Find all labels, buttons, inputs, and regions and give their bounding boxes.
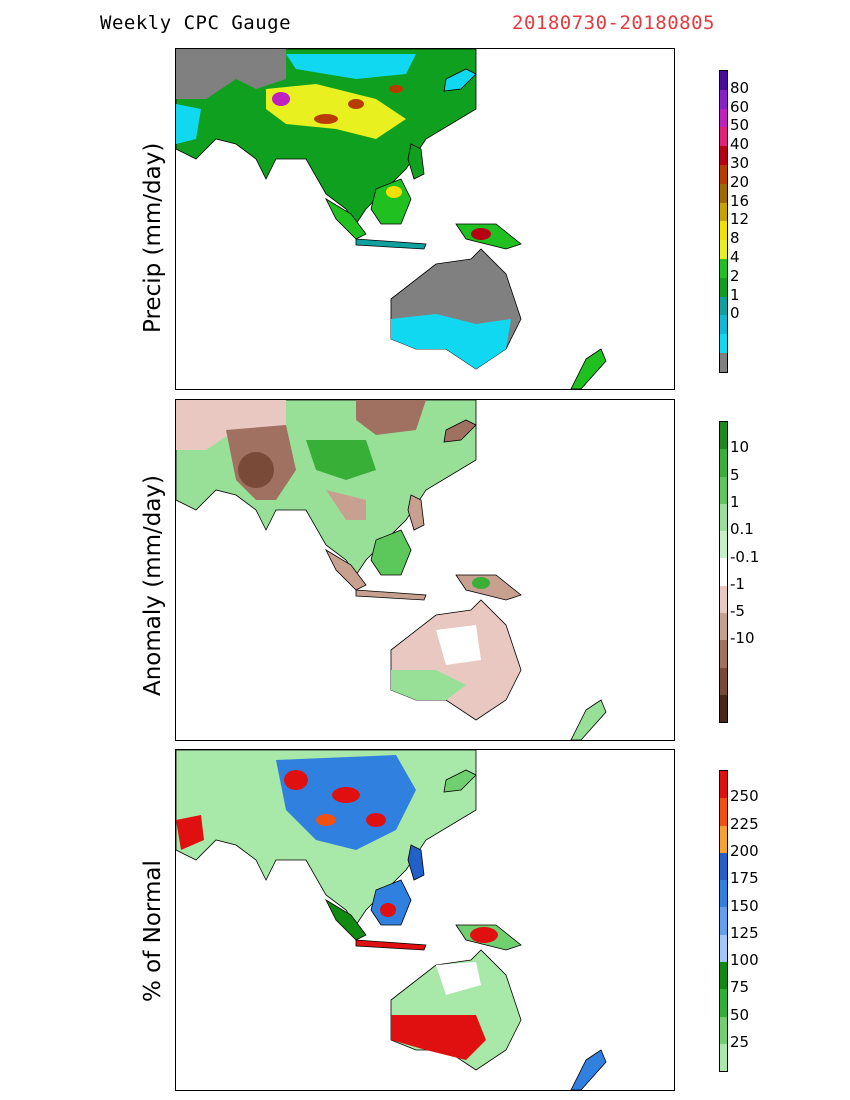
colorbar-tick-label: 8 bbox=[730, 229, 740, 248]
pct-colorbar bbox=[719, 770, 728, 1073]
colorbar-swatch bbox=[720, 71, 727, 90]
colorbar-swatch bbox=[720, 585, 727, 614]
colorbar-swatch bbox=[720, 334, 727, 353]
colorbar-swatch bbox=[720, 127, 727, 147]
colorbar-swatch bbox=[720, 183, 727, 203]
pct-map bbox=[175, 749, 675, 1091]
colorbar-tick-label: 10 bbox=[730, 438, 750, 457]
precip-axis-label: Precip (mm/day) bbox=[140, 142, 166, 333]
colorbar-tick-label: 30 bbox=[730, 154, 750, 172]
colorbar-swatch bbox=[720, 202, 727, 222]
colorbar-tick-label: 1 bbox=[730, 285, 740, 304]
colorbar-swatch bbox=[720, 667, 727, 695]
colorbar-swatch bbox=[720, 221, 727, 241]
anomaly-map bbox=[175, 399, 675, 741]
colorbar-swatch bbox=[720, 422, 727, 450]
colorbar-tick-label: -1 bbox=[730, 574, 745, 593]
colorbar-tick-label: 50 bbox=[730, 116, 750, 135]
colorbar-swatch bbox=[720, 613, 727, 641]
colorbar-swatch bbox=[720, 315, 727, 335]
colorbar-swatch bbox=[720, 240, 727, 259]
colorbar-swatch bbox=[720, 907, 727, 935]
asia-land bbox=[176, 49, 477, 225]
pct-map-svg bbox=[176, 750, 607, 1090]
colorbar-swatch bbox=[720, 164, 727, 184]
colorbar-tick-label: -10 bbox=[730, 629, 755, 648]
colorbar-tick-label: 16 bbox=[730, 191, 750, 210]
colorbar-swatch bbox=[720, 89, 727, 109]
colorbar-tick-label: 75 bbox=[730, 978, 750, 997]
colorbar-tick-label: 4 bbox=[730, 248, 740, 266]
colorbar-swatch bbox=[720, 476, 727, 504]
precip-map bbox=[175, 48, 675, 390]
colorbar-tick-label: 2 bbox=[730, 266, 740, 285]
colorbar-tick-label: 25 bbox=[730, 1033, 750, 1051]
colorbar-swatch bbox=[720, 880, 727, 908]
colorbar-tick-label: 175 bbox=[730, 869, 759, 888]
colorbar-tick-label: 0.1 bbox=[730, 520, 754, 539]
colorbar-swatch bbox=[720, 825, 727, 853]
anomaly-map-svg bbox=[176, 400, 607, 740]
colorbar-tick-label: 150 bbox=[730, 896, 759, 915]
colorbar-tick-label: 80 bbox=[730, 78, 750, 97]
colorbar-tick-label: 200 bbox=[730, 841, 759, 860]
colorbar-tick-label: 60 bbox=[730, 97, 750, 116]
precip-map-svg bbox=[176, 49, 607, 389]
colorbar-tick-label: -0.1 bbox=[730, 547, 760, 566]
colorbar-tick-label: 1 bbox=[730, 492, 740, 511]
colorbar-tick-label: 5 bbox=[730, 465, 740, 484]
colorbar-swatch bbox=[720, 146, 727, 165]
colorbar-tick-label: 125 bbox=[730, 923, 759, 942]
colorbar-tick-label: 40 bbox=[730, 135, 750, 154]
colorbar-tick-label: -5 bbox=[730, 602, 745, 621]
colorbar-swatch bbox=[720, 108, 727, 128]
chart-title: Weekly CPC Gauge bbox=[100, 12, 292, 34]
colorbar-tick-label: 100 bbox=[730, 951, 759, 970]
colorbar-swatch bbox=[720, 694, 727, 723]
colorbar-swatch bbox=[720, 640, 727, 668]
colorbar-swatch bbox=[720, 1016, 727, 1044]
colorbar-swatch bbox=[720, 258, 727, 278]
anomaly-axis-label: Anomaly (mm/day) bbox=[140, 474, 166, 696]
colorbar-swatch bbox=[720, 798, 727, 826]
colorbar-tick-label: 250 bbox=[730, 787, 759, 806]
precip-colorbar bbox=[719, 70, 728, 373]
colorbar-swatch bbox=[720, 962, 727, 990]
colorbar-tick-label: 225 bbox=[730, 814, 759, 833]
colorbar-swatch bbox=[720, 296, 727, 316]
date-range: 20180730-20180805 bbox=[512, 12, 715, 34]
colorbar-swatch bbox=[720, 352, 727, 372]
colorbar-swatch bbox=[720, 531, 727, 559]
colorbar-tick-label: 50 bbox=[730, 1005, 750, 1024]
colorbar-swatch bbox=[720, 503, 727, 532]
colorbar-tick-label: 12 bbox=[730, 210, 750, 229]
colorbar-swatch bbox=[720, 934, 727, 963]
colorbar-swatch bbox=[720, 277, 727, 297]
colorbar-tick-label: 0 bbox=[730, 304, 740, 323]
colorbar-swatch bbox=[720, 449, 727, 477]
colorbar-swatch bbox=[720, 852, 727, 881]
colorbar-swatch bbox=[720, 989, 727, 1017]
anomaly-colorbar bbox=[719, 421, 728, 724]
colorbar-swatch bbox=[720, 771, 727, 799]
colorbar-swatch bbox=[720, 558, 727, 586]
pct-axis-label: % of Normal bbox=[140, 860, 166, 1002]
colorbar-tick-label: 20 bbox=[730, 172, 750, 191]
colorbar-swatch bbox=[720, 1043, 727, 1072]
